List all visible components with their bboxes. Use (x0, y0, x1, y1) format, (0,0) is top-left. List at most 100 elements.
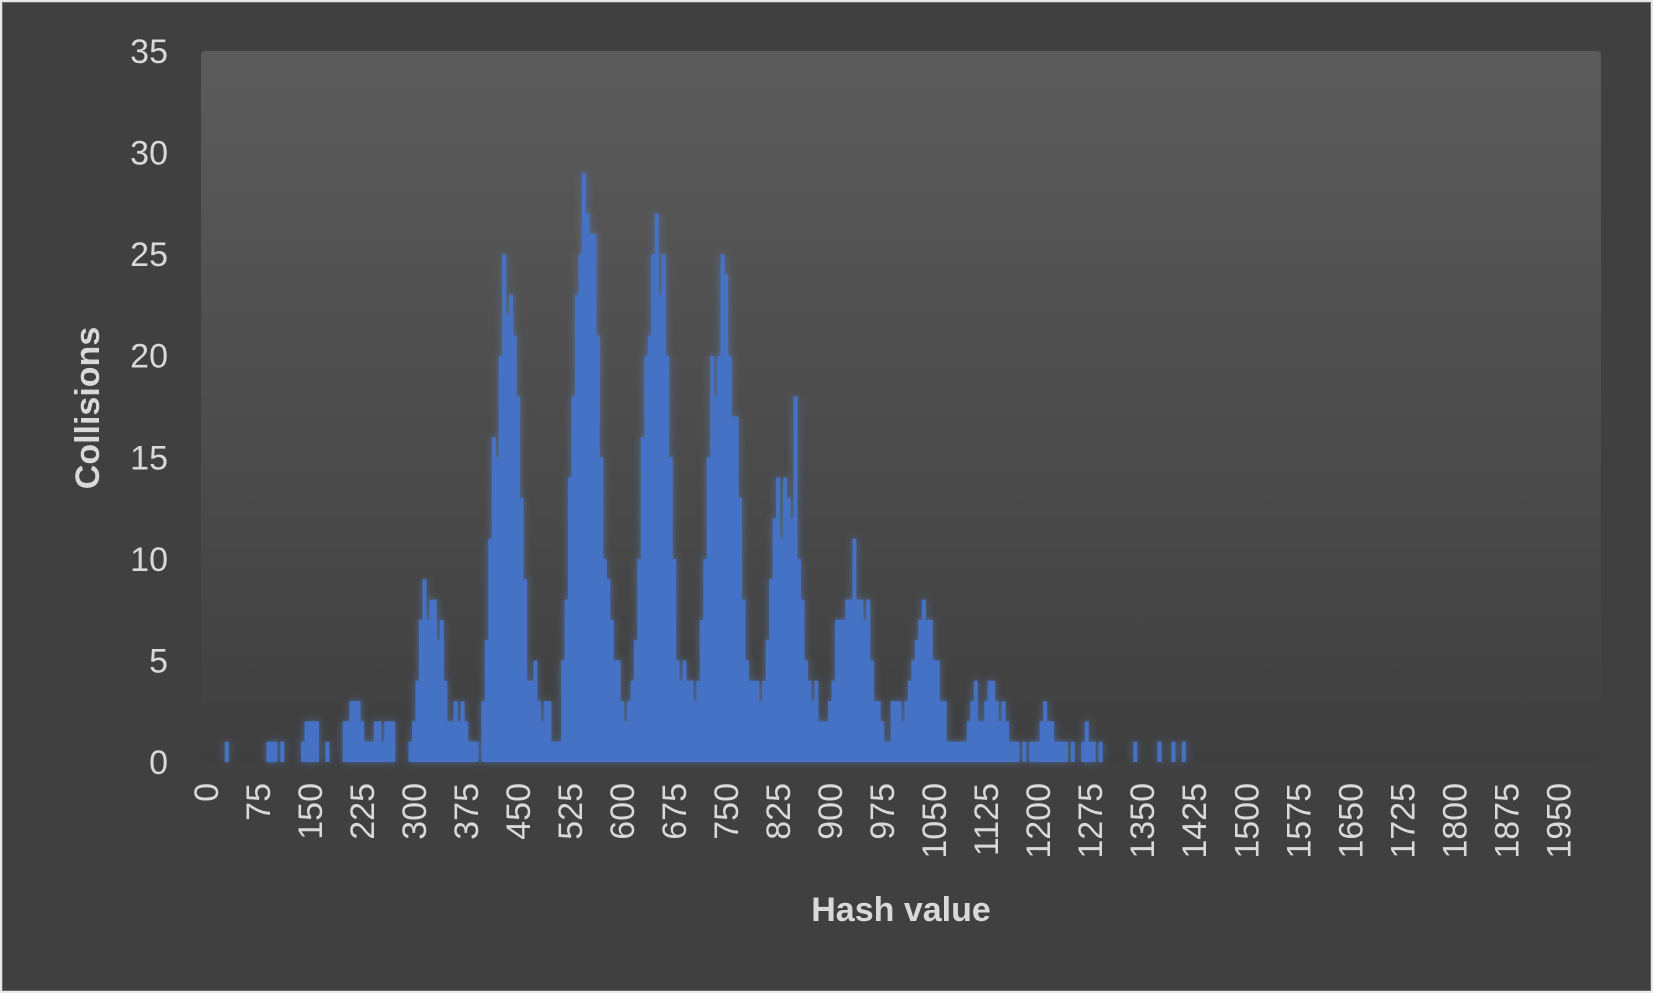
histogram-bar (633, 640, 639, 762)
histogram-bar (737, 497, 743, 762)
histogram-bar (1063, 741, 1068, 762)
histogram-bar (952, 741, 958, 762)
histogram-bar (1050, 721, 1055, 762)
histogram-bar (609, 619, 614, 762)
histogram-bar (436, 640, 441, 762)
x-tick-label: 675 (656, 783, 694, 840)
histogram-bar (859, 599, 864, 762)
histogram-bar (491, 436, 496, 762)
histogram-bar (370, 741, 375, 762)
histogram-bar (665, 355, 670, 762)
histogram-bar (224, 741, 229, 762)
histogram-bar (526, 680, 531, 762)
histogram-bar (977, 721, 982, 762)
histogram-bar (713, 396, 718, 762)
histogram-bar (307, 721, 313, 762)
histogram-bar (1022, 741, 1027, 762)
histogram-bar (810, 701, 815, 762)
histogram-bar (748, 680, 753, 762)
y-tick-label: 0 (149, 744, 168, 782)
histogram-bar (1046, 721, 1051, 762)
histogram-bar (360, 721, 365, 762)
histogram-bar (942, 701, 947, 762)
histogram-bar (887, 741, 892, 762)
histogram-bar (855, 599, 860, 762)
x-tick-label: 450 (500, 783, 538, 840)
histogram-bar (1060, 741, 1065, 762)
histogram-bar (779, 538, 784, 762)
histogram-bar (464, 721, 469, 762)
histogram-bar (595, 335, 600, 762)
histogram-bar (692, 701, 697, 762)
histogram-bar (786, 497, 791, 762)
histogram-bar (599, 457, 604, 762)
histogram-bar (1029, 741, 1034, 762)
histogram-bar (1032, 741, 1037, 762)
histogram-bar (800, 599, 805, 762)
y-axis-title: Collisions (69, 327, 107, 489)
histogram-bar (866, 599, 871, 762)
histogram-bar (970, 701, 975, 762)
histogram-bar (377, 721, 382, 762)
histogram-bar (921, 599, 926, 762)
histogram-bar (391, 721, 396, 762)
histogram-bar (831, 680, 836, 762)
y-tick-label: 5 (149, 642, 168, 680)
histogram-bar (522, 579, 528, 762)
histogram-bar (366, 741, 372, 762)
histogram-bar (1043, 701, 1048, 762)
histogram-bar (627, 701, 632, 762)
histogram-bar (481, 701, 486, 762)
histogram-bar (429, 599, 434, 762)
x-tick-label: 525 (552, 783, 590, 840)
histogram-bar (824, 721, 829, 762)
histogram-bar (873, 701, 878, 762)
histogram-bar (828, 701, 833, 762)
x-tick-label: 1425 (1176, 783, 1214, 859)
histogram-bar (727, 355, 732, 762)
histogram-bar (935, 660, 940, 762)
histogram-bar (342, 721, 347, 762)
histogram-bar (346, 721, 351, 762)
y-tick-label: 15 (130, 439, 168, 477)
histogram-bar (574, 294, 580, 762)
histogram-bar (547, 701, 552, 762)
histogram-bar (1084, 721, 1089, 762)
histogram-bar (384, 721, 389, 762)
histogram-bar (956, 741, 961, 762)
histogram-bar (387, 721, 392, 762)
histogram-bar (904, 701, 909, 762)
plot-area (201, 51, 1601, 762)
histogram-bar (907, 680, 912, 762)
histogram-bar (484, 640, 489, 762)
histogram-bar (273, 741, 278, 762)
histogram-bar (266, 741, 271, 762)
histogram-bar (498, 355, 503, 762)
histogram-bar (533, 660, 538, 762)
histogram-bar (1039, 721, 1044, 762)
histogram-bar (900, 721, 905, 762)
histogram-bar (1056, 741, 1062, 762)
histogram-bar (640, 436, 645, 762)
histogram-bar (1070, 741, 1075, 762)
histogram-bar (894, 701, 899, 762)
histogram-bar (696, 680, 701, 762)
histogram-bar (672, 558, 677, 762)
bars-group (224, 172, 1186, 762)
histogram-bar (963, 741, 968, 762)
x-tick-label: 1650 (1332, 783, 1370, 859)
histogram-bar (890, 701, 895, 762)
histogram-bar (991, 680, 996, 762)
histogram-bar (803, 660, 808, 762)
x-tick-label: 975 (864, 783, 902, 840)
histogram-bar (776, 477, 781, 762)
histogram-bar (505, 315, 510, 762)
histogram-bar (540, 721, 545, 762)
histogram-bar (1091, 741, 1096, 762)
histogram-bar (939, 701, 944, 762)
histogram-bar (408, 741, 413, 762)
histogram-bar (821, 721, 826, 762)
x-tick-label: 1575 (1280, 783, 1318, 859)
histogram-bar (720, 254, 725, 762)
histogram-bar (876, 701, 881, 762)
